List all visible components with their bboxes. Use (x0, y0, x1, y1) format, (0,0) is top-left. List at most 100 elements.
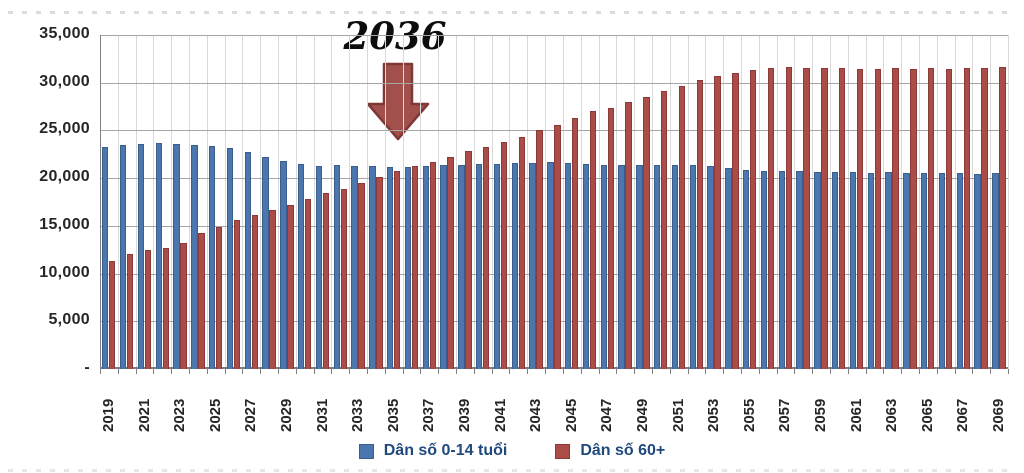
v-gridline (705, 35, 707, 369)
x-tick (527, 369, 529, 374)
bar-red (376, 177, 383, 369)
bar-blue (654, 164, 661, 369)
x-tick (509, 369, 511, 374)
v-gridline (420, 35, 422, 369)
v-gridline (651, 35, 653, 369)
x-tick-label: 2037 (420, 398, 438, 432)
x-tick (313, 369, 315, 374)
x-tick-label: 2023 (171, 398, 189, 432)
v-gridline (295, 35, 297, 369)
v-gridline (812, 35, 814, 369)
bar-blue (956, 173, 964, 369)
bar-blue (671, 164, 679, 369)
bar-blue (760, 170, 768, 369)
bar-blue (493, 163, 501, 369)
bar-red (500, 141, 508, 369)
bar-red (732, 73, 739, 369)
x-tick (278, 369, 280, 374)
bar-red (322, 193, 330, 369)
bar-blue (814, 172, 821, 369)
bar-red (358, 182, 365, 369)
x-tick (295, 369, 297, 374)
bar-red (589, 111, 597, 369)
bar-blue (297, 163, 305, 369)
bar-blue (974, 174, 981, 369)
v-gridline (171, 35, 173, 369)
bar-red (340, 188, 347, 369)
bar-red (661, 91, 668, 369)
x-tick (331, 369, 333, 374)
bar-blue (511, 162, 518, 369)
v-gridline (153, 35, 155, 369)
x-tick (420, 369, 422, 374)
v-gridline (545, 35, 547, 369)
bar-red (554, 124, 561, 369)
bar-blue (458, 164, 465, 369)
bar-red (144, 249, 152, 369)
crop-remnant-bottom-dashes (8, 469, 1016, 472)
bar-red (287, 204, 294, 369)
bar-blue (244, 152, 251, 369)
bar-red (251, 215, 258, 369)
bar-red (180, 243, 187, 369)
x-tick (794, 369, 796, 374)
x-tick (812, 369, 814, 374)
v-gridline (384, 35, 386, 369)
bar-blue (102, 146, 109, 369)
x-tick-label: 2029 (277, 398, 295, 432)
bar-red (928, 68, 935, 369)
y-tick-label: 25,000 (39, 120, 90, 138)
bar-red (981, 68, 988, 369)
x-tick (562, 369, 564, 374)
h-gridline (100, 82, 1008, 84)
annotation-2036-label: 2036 (343, 14, 447, 58)
bar-blue (173, 144, 180, 369)
bar-red (767, 68, 775, 369)
x-tick-label: 2051 (669, 398, 687, 432)
v-gridline (206, 35, 208, 369)
bar-blue (743, 169, 750, 369)
x-tick-label: 2039 (455, 398, 473, 432)
x-tick (651, 369, 653, 374)
bar-red (625, 101, 632, 369)
y-tick-label: - (84, 359, 90, 376)
bar-blue (440, 164, 447, 369)
x-tick (260, 369, 262, 374)
x-tick (954, 369, 956, 374)
h-gridline (100, 178, 1008, 180)
x-tick (972, 369, 974, 374)
down-arrow-icon (366, 62, 431, 142)
x-tick (598, 369, 600, 374)
x-tick (171, 369, 173, 374)
x-tick-label: 2049 (634, 398, 652, 432)
x-tick-label: 2053 (705, 398, 723, 432)
y-tick-label: 5,000 (48, 311, 90, 329)
v-gridline (687, 35, 689, 369)
x-tick (153, 369, 155, 374)
bar-blue (369, 165, 376, 369)
bar-blue (262, 157, 269, 369)
x-tick (634, 369, 636, 374)
v-gridline (367, 35, 369, 369)
bar-blue (849, 172, 857, 369)
x-tick-label: 2063 (883, 398, 901, 432)
bar-blue (582, 163, 590, 369)
bar-blue (796, 171, 803, 369)
bar-blue (547, 161, 554, 369)
x-tick (883, 369, 885, 374)
v-gridline (402, 35, 404, 369)
bar-blue (119, 145, 127, 369)
v-gridline (598, 35, 600, 369)
v-gridline (1008, 35, 1009, 369)
bar-blue (832, 172, 839, 369)
legend: Dân số 0-14 tuổi Dân số 60+ (0, 437, 1024, 465)
v-gridline (954, 35, 956, 369)
x-tick-label: 2069 (990, 398, 1008, 432)
x-tick (100, 369, 101, 374)
x-tick (438, 369, 440, 374)
bar-red (269, 209, 276, 369)
v-gridline (189, 35, 191, 369)
x-tick (206, 369, 208, 374)
v-gridline (331, 35, 333, 369)
x-tick (918, 369, 920, 374)
